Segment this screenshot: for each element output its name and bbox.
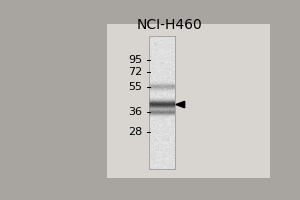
Text: 55: 55 <box>128 82 142 92</box>
Bar <box>107 24 270 178</box>
Text: 28: 28 <box>128 127 142 137</box>
Text: NCI-H460: NCI-H460 <box>137 18 202 32</box>
Bar <box>149 36 175 169</box>
Polygon shape <box>176 101 185 108</box>
Text: 36: 36 <box>128 107 142 117</box>
Text: 72: 72 <box>128 67 142 77</box>
Text: 95: 95 <box>128 55 142 65</box>
